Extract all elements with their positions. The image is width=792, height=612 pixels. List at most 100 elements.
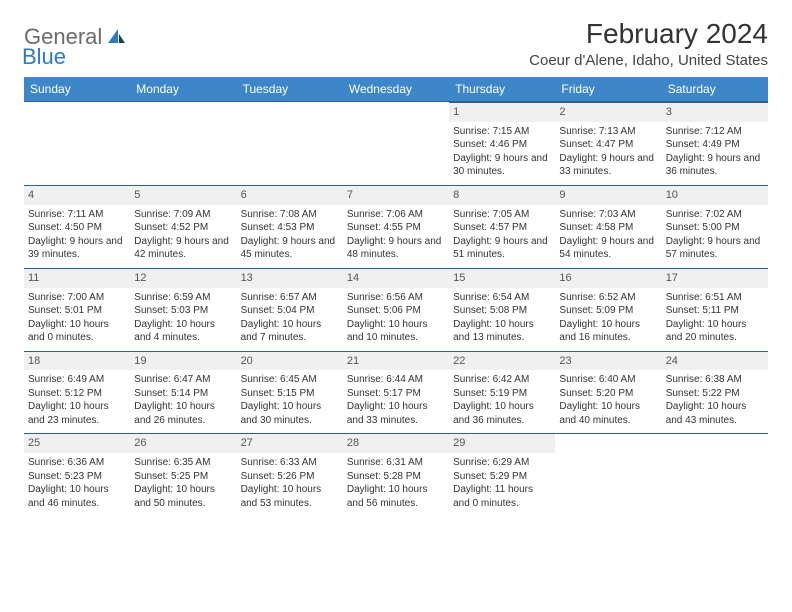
day-number: 11 (24, 268, 130, 288)
calendar-cell: 16 Sunrise: 6:52 AMSunset: 5:09 PMDayligh… (555, 268, 661, 351)
weekday-header: Saturday (662, 77, 768, 102)
day-number: 21 (343, 351, 449, 371)
calendar-cell: 19Sunrise: 6:47 AMSunset: 5:14 PMDayligh… (130, 351, 236, 434)
day-details: Sunrise: 6:31 AMSunset: 5:28 PMDaylight:… (347, 456, 445, 510)
day-number: 2 (555, 102, 661, 122)
calendar-cell: 20Sunrise: 6:45 AMSunset: 5:15 PMDayligh… (237, 351, 343, 434)
day-number: 20 (237, 351, 343, 371)
calendar-cell: 25 Sunrise: 6:36 AMSunset: 5:23 PMDayligh… (24, 434, 130, 516)
calendar-cell: 3 Sunrise: 7:12 AMSunset: 4:49 PMDaylight… (662, 102, 768, 186)
day-details: Sunrise: 6:54 AMSunset: 5:08 PMDaylight:… (453, 291, 551, 345)
header: General February 2024 Coeur d'Alene, Ida… (24, 18, 768, 69)
day-details: Sunrise: 6:36 AMSunset: 5:23 PMDaylight:… (28, 456, 126, 510)
day-number: 22 (449, 351, 555, 371)
day-number: 27 (237, 433, 343, 453)
day-details: Sunrise: 6:57 AMSunset: 5:04 PMDaylight:… (241, 291, 339, 345)
day-number: 5 (130, 185, 236, 205)
day-details: Sunrise: 6:35 AMSunset: 5:25 PMDaylight:… (134, 456, 232, 510)
day-number: 16 (555, 268, 661, 288)
day-number: 3 (662, 102, 768, 122)
weekday-header: Monday (130, 77, 236, 102)
day-details: Sunrise: 7:05 AMSunset: 4:57 PMDaylight:… (453, 208, 551, 262)
calendar-cell: 28Sunrise: 6:31 AMSunset: 5:28 PMDayligh… (343, 434, 449, 516)
day-details: Sunrise: 6:52 AMSunset: 5:09 PMDaylight:… (559, 291, 657, 345)
day-details: Sunrise: 6:33 AMSunset: 5:26 PMDaylight:… (241, 456, 339, 510)
day-details: Sunrise: 6:56 AMSunset: 5:06 PMDaylight:… (347, 291, 445, 345)
day-number: 26 (130, 433, 236, 453)
day-details: Sunrise: 6:42 AMSunset: 5:19 PMDaylight:… (453, 373, 551, 427)
weekday-header: Friday (555, 77, 661, 102)
calendar-cell: 24Sunrise: 6:38 AMSunset: 5:22 PMDayligh… (662, 351, 768, 434)
calendar-cell: 22Sunrise: 6:42 AMSunset: 5:19 PMDayligh… (449, 351, 555, 434)
day-details: Sunrise: 6:51 AMSunset: 5:11 PMDaylight:… (666, 291, 764, 345)
day-number: 23 (555, 351, 661, 371)
calendar-row: 11 Sunrise: 7:00 AMSunset: 5:01 PMDayligh… (24, 268, 768, 351)
day-number: 14 (343, 268, 449, 288)
calendar-row: 18Sunrise: 6:49 AMSunset: 5:12 PMDayligh… (24, 351, 768, 434)
day-details: Sunrise: 7:09 AMSunset: 4:52 PMDaylight:… (134, 208, 232, 262)
calendar-cell: 27 Sunrise: 6:33 AMSunset: 5:26 PMDayligh… (237, 434, 343, 516)
weekday-header: Sunday (24, 77, 130, 102)
month-title: February 2024 (529, 18, 768, 50)
calendar-cell: 1Sunrise: 7:15 AMSunset: 4:46 PMDaylight… (449, 102, 555, 186)
calendar-cell (662, 434, 768, 516)
day-number: 12 (130, 268, 236, 288)
day-details: Sunrise: 6:29 AMSunset: 5:29 PMDaylight:… (453, 456, 551, 510)
day-details: Sunrise: 6:38 AMSunset: 5:22 PMDaylight:… (666, 373, 764, 427)
day-number: 17 (662, 268, 768, 288)
calendar-cell: 15 Sunrise: 6:54 AMSunset: 5:08 PMDayligh… (449, 268, 555, 351)
calendar-cell (24, 102, 130, 186)
calendar-cell (130, 102, 236, 186)
day-details: Sunrise: 6:47 AMSunset: 5:14 PMDaylight:… (134, 373, 232, 427)
calendar-cell: 12 Sunrise: 6:59 AMSunset: 5:03 PMDayligh… (130, 268, 236, 351)
calendar-cell (555, 434, 661, 516)
calendar-row: 1Sunrise: 7:15 AMSunset: 4:46 PMDaylight… (24, 102, 768, 186)
day-details: Sunrise: 7:15 AMSunset: 4:46 PMDaylight:… (453, 125, 551, 179)
day-details: Sunrise: 6:40 AMSunset: 5:20 PMDaylight:… (559, 373, 657, 427)
day-details: Sunrise: 7:12 AMSunset: 4:49 PMDaylight:… (666, 125, 764, 179)
day-details: Sunrise: 7:00 AMSunset: 5:01 PMDaylight:… (28, 291, 126, 345)
calendar-cell: 5 Sunrise: 7:09 AMSunset: 4:52 PMDaylight… (130, 185, 236, 268)
calendar-cell: 29 Sunrise: 6:29 AMSunset: 5:29 PMDayligh… (449, 434, 555, 516)
weekday-header: Thursday (449, 77, 555, 102)
calendar-cell: 6 Sunrise: 7:08 AMSunset: 4:53 PMDaylight… (237, 185, 343, 268)
calendar-cell: 18Sunrise: 6:49 AMSunset: 5:12 PMDayligh… (24, 351, 130, 434)
calendar-row: 25 Sunrise: 6:36 AMSunset: 5:23 PMDayligh… (24, 434, 768, 516)
day-number: 15 (449, 268, 555, 288)
calendar-row: 4 Sunrise: 7:11 AMSunset: 4:50 PMDaylight… (24, 185, 768, 268)
location: Coeur d'Alene, Idaho, United States (529, 52, 768, 69)
calendar-cell: 14 Sunrise: 6:56 AMSunset: 5:06 PMDayligh… (343, 268, 449, 351)
calendar-cell: 23Sunrise: 6:40 AMSunset: 5:20 PMDayligh… (555, 351, 661, 434)
day-number: 4 (24, 185, 130, 205)
day-number: 8 (449, 185, 555, 205)
day-number: 18 (24, 351, 130, 371)
day-details: Sunrise: 6:59 AMSunset: 5:03 PMDaylight:… (134, 291, 232, 345)
day-number: 24 (662, 351, 768, 371)
day-number: 10 (662, 185, 768, 205)
day-number: 25 (24, 433, 130, 453)
day-details: Sunrise: 6:49 AMSunset: 5:12 PMDaylight:… (28, 373, 126, 427)
day-details: Sunrise: 6:44 AMSunset: 5:17 PMDaylight:… (347, 373, 445, 427)
day-details: Sunrise: 7:08 AMSunset: 4:53 PMDaylight:… (241, 208, 339, 262)
weekday-header: Tuesday (237, 77, 343, 102)
calendar-cell: 13 Sunrise: 6:57 AMSunset: 5:04 PMDayligh… (237, 268, 343, 351)
calendar-cell (343, 102, 449, 186)
calendar-cell: 9Sunrise: 7:03 AMSunset: 4:58 PMDaylight… (555, 185, 661, 268)
day-number: 29 (449, 433, 555, 453)
calendar-cell (237, 102, 343, 186)
calendar-cell: 11 Sunrise: 7:00 AMSunset: 5:01 PMDayligh… (24, 268, 130, 351)
weekday-header: Wednesday (343, 77, 449, 102)
calendar-cell: 21Sunrise: 6:44 AMSunset: 5:17 PMDayligh… (343, 351, 449, 434)
calendar-table: Sunday Monday Tuesday Wednesday Thursday… (24, 77, 768, 516)
calendar-cell: 17 Sunrise: 6:51 AMSunset: 5:11 PMDayligh… (662, 268, 768, 351)
day-details: Sunrise: 7:11 AMSunset: 4:50 PMDaylight:… (28, 208, 126, 262)
calendar-cell: 7Sunrise: 7:06 AMSunset: 4:55 PMDaylight… (343, 185, 449, 268)
day-number: 13 (237, 268, 343, 288)
day-details: Sunrise: 7:13 AMSunset: 4:47 PMDaylight:… (559, 125, 657, 179)
day-number: 9 (555, 185, 661, 205)
title-block: February 2024 Coeur d'Alene, Idaho, Unit… (529, 18, 768, 69)
day-number: 19 (130, 351, 236, 371)
day-details: Sunrise: 7:06 AMSunset: 4:55 PMDaylight:… (347, 208, 445, 262)
calendar-cell: 2 Sunrise: 7:13 AMSunset: 4:47 PMDaylight… (555, 102, 661, 186)
day-number: 6 (237, 185, 343, 205)
